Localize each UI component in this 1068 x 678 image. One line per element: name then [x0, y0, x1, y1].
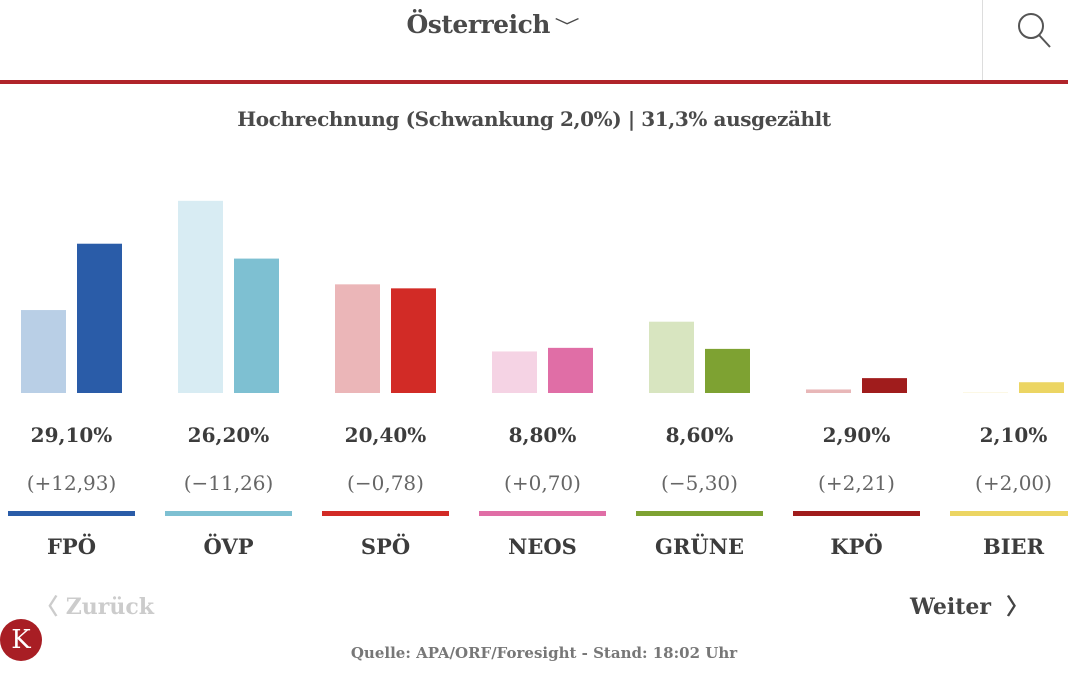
party-color-line [165, 511, 292, 516]
party-name: ÖVP [203, 534, 254, 559]
change-label: (−5,30) [661, 471, 738, 495]
next-button[interactable]: Weiter 〉 [910, 589, 1028, 621]
value-label: 29,10% [30, 423, 113, 447]
change-label: (−11,26) [183, 471, 274, 495]
party-color-line [793, 511, 920, 516]
bar-current-0 [77, 243, 122, 393]
region-label: Österreich [406, 10, 551, 39]
bar-current-4 [705, 348, 750, 393]
party-name: GRÜNE [655, 534, 744, 559]
bar-previous-6 [963, 392, 1008, 393]
value-label: 26,20% [187, 423, 270, 447]
value-label: 2,90% [822, 423, 891, 447]
bar-current-2 [391, 288, 436, 393]
party-name: NEOS [508, 534, 577, 559]
logo: K [0, 619, 42, 661]
value-label: 8,60% [665, 423, 734, 447]
header-divider [982, 0, 983, 80]
bar-previous-4 [649, 321, 694, 393]
change-label: (+0,70) [504, 471, 581, 495]
bar-current-3 [548, 347, 593, 393]
bar-current-1 [234, 258, 279, 393]
value-label: 2,10% [979, 423, 1048, 447]
region-selector[interactable]: Österreich ﹀ [0, 10, 982, 39]
back-button[interactable]: 〈 Zurück [36, 589, 154, 621]
chart-subtitle: Hochrechnung (Schwankung 2,0%) | 31,3% a… [237, 107, 831, 131]
bar-chart [21, 200, 1064, 393]
change-label: (−0,78) [347, 471, 424, 495]
value-label: 8,80% [508, 423, 577, 447]
bar-current-6 [1019, 382, 1064, 393]
chevron-right-icon: 〉 [1006, 594, 1029, 620]
source-note: Quelle: APA/ORF/Foresight - Stand: 18:02… [350, 644, 738, 662]
bar-previous-5 [806, 389, 851, 393]
next-label: Weiter [910, 594, 992, 620]
bar-previous-3 [492, 351, 537, 393]
bar-current-5 [862, 378, 907, 393]
chevron-left-icon: 〈 [36, 594, 59, 620]
bar-previous-2 [335, 284, 380, 393]
bar-previous-1 [178, 200, 223, 393]
value-label: 20,40% [344, 423, 427, 447]
party-name: KPÖ [830, 534, 883, 559]
party-color-line [8, 511, 135, 516]
change-label: (+2,21) [818, 471, 895, 495]
header: Österreich ﹀ [0, 0, 1068, 84]
party-color-line [636, 511, 763, 516]
change-label: (+12,93) [26, 471, 117, 495]
party-name: FPÖ [47, 534, 96, 559]
bar-previous-0 [21, 310, 66, 393]
chevron-down-icon: ﹀ [554, 17, 579, 38]
back-label: Zurück [65, 594, 154, 620]
party-name: BIER [982, 534, 1045, 559]
party-color-line [322, 511, 449, 516]
search-icon[interactable] [1014, 10, 1054, 50]
party-color-line [479, 511, 606, 516]
change-label: (+2,00) [975, 471, 1052, 495]
party-name: SPÖ [360, 534, 411, 559]
party-color-line [950, 511, 1068, 516]
